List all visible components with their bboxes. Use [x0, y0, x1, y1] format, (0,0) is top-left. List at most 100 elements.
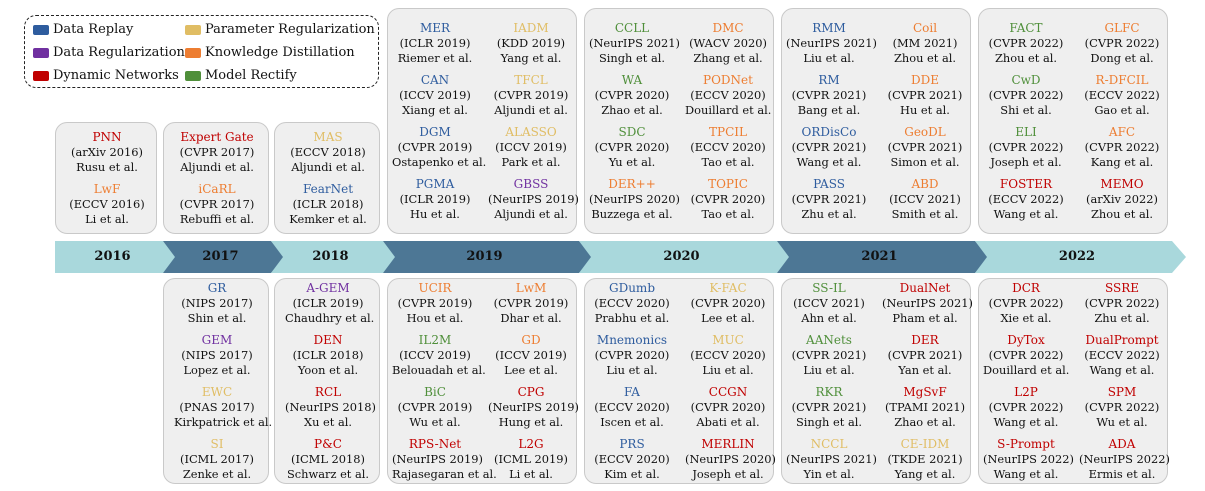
- method-authors: Zhu et al.: [1094, 311, 1150, 325]
- method-name: FearNet: [302, 182, 354, 196]
- legend-swatch: [185, 47, 201, 58]
- legend-swatch: [33, 70, 49, 81]
- method-entry: RCL (NeurIPS 2018) Xu et al.: [285, 385, 376, 430]
- legend-swatch: [33, 24, 49, 35]
- method-entry: CwD (CVPR 2022) Shi et al.: [983, 73, 1069, 118]
- method-authors: Zhang et al.: [693, 51, 763, 65]
- method-entry: CPG (NeurIPS 2019) Hung et al.: [488, 385, 579, 430]
- method-authors: Douillard et al.: [983, 363, 1070, 377]
- method-venue: (NeurIPS 2021): [786, 36, 877, 50]
- method-name: MgSvF: [903, 385, 947, 399]
- method-entry: MEMO (arXiv 2022) Zhou et al.: [1079, 177, 1165, 222]
- method-authors: Wu et al.: [1096, 415, 1148, 429]
- method-authors: Lee et al.: [701, 311, 755, 325]
- method-name: PASS: [813, 177, 845, 191]
- method-authors: Hu et al.: [900, 103, 950, 117]
- method-name: WA: [621, 73, 643, 87]
- method-venue: (ECCV 2020): [594, 400, 670, 414]
- method-venue: (ECCV 2020): [690, 88, 766, 102]
- method-name: SI: [210, 437, 224, 451]
- method-entry: WA (CVPR 2020) Zhao et al.: [589, 73, 675, 118]
- method-entry: GeoDL (CVPR 2021) Simon et al.: [882, 125, 968, 170]
- method-authors: Liu et al.: [606, 363, 658, 377]
- method-name: ELI: [1015, 125, 1037, 139]
- method-authors: Park et al.: [501, 155, 561, 169]
- method-venue: (CVPR 2022): [1084, 296, 1160, 310]
- method-authors: Wang et al.: [993, 415, 1059, 429]
- method-authors: Gao et al.: [1094, 103, 1150, 117]
- method-authors: Ermis et al.: [1088, 467, 1156, 481]
- method-venue: (ECCV 2022): [1084, 88, 1160, 102]
- method-entry: LwF (ECCV 2016) Li et al.: [64, 182, 150, 227]
- method-venue: (CVPR 2020): [594, 88, 670, 102]
- method-venue: (NeurIPS 2021): [786, 452, 877, 466]
- method-authors: Wu et al.: [409, 415, 461, 429]
- method-venue: (CVPR 2019): [397, 400, 473, 414]
- method-venue: (WACV 2020): [689, 36, 767, 50]
- method-venue: (ICCV 2019): [495, 348, 567, 362]
- method-name: K-FAC: [709, 281, 747, 295]
- method-venue: (ECCV 2020): [594, 296, 670, 310]
- method-entry: IADM (KDD 2019) Yang et al.: [488, 21, 574, 66]
- method-entry: SS-IL (ICCV 2021) Ahn et al.: [786, 281, 872, 326]
- method-authors: Ostapenko et al.: [392, 155, 487, 169]
- method-authors: Zhou et al.: [994, 51, 1058, 65]
- method-authors: Ahn et al.: [801, 311, 857, 325]
- method-authors: Yan et al.: [898, 363, 952, 377]
- method-entry: PASS (CVPR 2021) Zhu et al.: [786, 177, 872, 222]
- method-name: CE-IDM: [900, 437, 950, 451]
- method-entry: FACT (CVPR 2022) Zhou et al.: [983, 21, 1069, 66]
- method-venue: (CVPR 2021): [887, 348, 963, 362]
- method-authors: Kemker et al.: [289, 212, 367, 226]
- method-authors: Li et al.: [509, 467, 553, 481]
- method-venue: (NeurIPS 2022): [1079, 452, 1170, 466]
- method-authors: Smith et al.: [891, 207, 959, 221]
- method-venue: (KDD 2019): [496, 36, 566, 50]
- method-venue: (CVPR 2019): [397, 140, 473, 154]
- method-venue: (NeurIPS 2020): [685, 452, 776, 466]
- bottom-box-2022: DCR (CVPR 2022) Xie et al. SSRE (CVPR 2022) Z…: [978, 278, 1170, 484]
- method-authors: Schwarz et al.: [286, 467, 370, 481]
- method-entry: ALASSO (ICCV 2019) Park et al.: [488, 125, 574, 170]
- method-authors: Buzzega et al.: [591, 207, 673, 221]
- timeline-arrow: [163, 241, 285, 273]
- legend-item: Knowledge Distillation: [185, 45, 355, 60]
- year-label: 2021: [861, 249, 898, 264]
- method-entry: DER (CVPR 2021) Yan et al.: [882, 333, 968, 378]
- method-name: AFC: [1108, 125, 1136, 139]
- method-name: CCGN: [708, 385, 748, 399]
- bottom-box-2018: A-GEM (ICLR 2019) Chaudhry et al. DEN (ICLR …: [274, 278, 380, 484]
- method-authors: Joseph et al.: [990, 155, 1062, 169]
- method-entry: iCaRL (CVPR 2017) Rebuffi et al.: [174, 182, 260, 227]
- method-venue: (CVPR 2017): [179, 197, 255, 211]
- method-authors: Lopez et al.: [183, 363, 251, 377]
- method-venue: (CVPR 2021): [791, 140, 867, 154]
- method-entry: CAN (ICCV 2019) Xiang et al.: [392, 73, 478, 118]
- method-authors: Pham et al.: [892, 311, 958, 325]
- method-authors: Hou et al.: [406, 311, 464, 325]
- method-name: UCIR: [418, 281, 452, 295]
- method-venue: (CVPR 2021): [887, 88, 963, 102]
- method-authors: Zhou et al.: [893, 51, 957, 65]
- method-name: Coil: [912, 21, 938, 35]
- method-venue: (NeurIPS 2019): [488, 400, 579, 414]
- method-venue: (CVPR 2019): [493, 88, 569, 102]
- method-venue: (ECCV 2018): [290, 145, 366, 159]
- method-venue: (CVPR 2021): [887, 140, 963, 154]
- method-name: MEMO: [1100, 177, 1144, 191]
- method-name: SS-IL: [812, 281, 846, 295]
- method-venue: (arXiv 2022): [1086, 192, 1158, 206]
- method-authors: Zhao et al.: [601, 103, 663, 117]
- method-entry: GD (ICCV 2019) Lee et al.: [488, 333, 574, 378]
- method-entry: Coil (MM 2021) Zhou et al.: [882, 21, 968, 66]
- method-entry: MER (ICLR 2019) Riemer et al.: [392, 21, 478, 66]
- method-authors: Singh et al.: [598, 51, 666, 65]
- method-entry: PRS (ECCV 2020) Kim et al.: [589, 437, 675, 482]
- method-venue: (CVPR 2022): [988, 296, 1064, 310]
- method-venue: (ECCV 2020): [690, 348, 766, 362]
- method-name: LwF: [93, 182, 121, 196]
- method-entry: MAS (ECCV 2018) Aljundi et al.: [285, 130, 371, 175]
- method-entry: UCIR (CVPR 2019) Hou et al.: [392, 281, 478, 326]
- method-entry: GEM (NIPS 2017) Lopez et al.: [174, 333, 260, 378]
- method-authors: Kirkpatrick et al.: [174, 415, 273, 429]
